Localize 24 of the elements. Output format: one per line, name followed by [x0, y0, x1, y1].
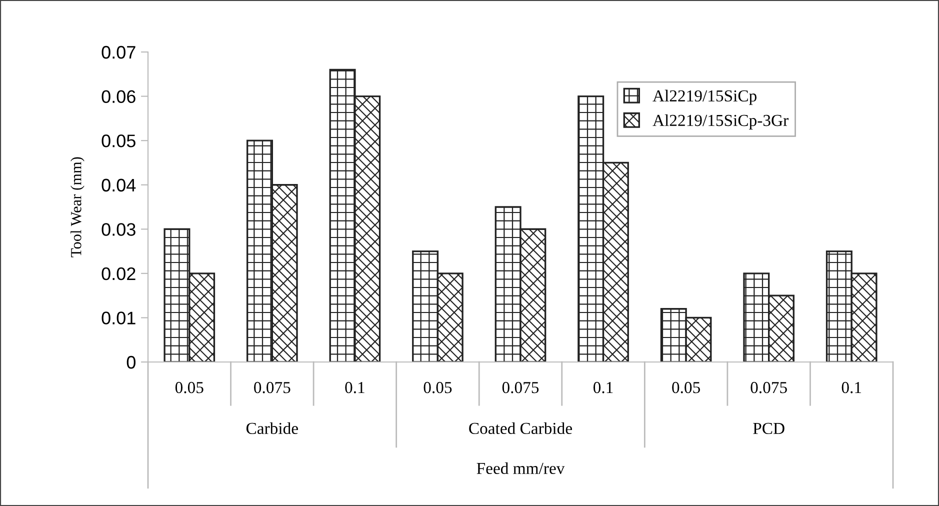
y-tick-label: 0.02	[102, 267, 136, 280]
x-tick-label: 0.1	[842, 382, 862, 394]
y-tick-label: 0.04	[102, 178, 136, 192]
x-tick-label: 0.075	[750, 382, 787, 394]
y-axis-title: Tool Wear (mm)	[70, 157, 84, 258]
legend-label: Al2219/15SiCp	[652, 90, 756, 105]
legend-label: Al2219/15SiCp-3Gr	[652, 114, 788, 130]
x-tick-label: 0.075	[502, 382, 539, 394]
x-tick-label: 0.05	[672, 382, 700, 394]
x-axis-title: Feed mm/rev	[476, 462, 565, 474]
x-tick-label: 0.075	[254, 382, 290, 394]
y-tick-label: 0.07	[102, 46, 136, 59]
y-tick-label: 0.01	[102, 312, 136, 324]
y-tick-label: 0.05	[102, 134, 136, 148]
text: Carbide	[246, 422, 298, 434]
x-tick-label: 0.05	[424, 382, 452, 394]
x-tick-label: 0.1	[345, 382, 364, 394]
y-tick-label: 0.06	[102, 90, 136, 104]
y-tick-label: 0.03	[102, 223, 136, 236]
text: PCD	[753, 422, 784, 434]
x-tick-label: 0.05	[175, 382, 204, 394]
text: Coated Carbide	[469, 422, 572, 434]
y-tick-label: 0	[126, 356, 136, 369]
x-tick-label: 0.1	[593, 382, 613, 394]
